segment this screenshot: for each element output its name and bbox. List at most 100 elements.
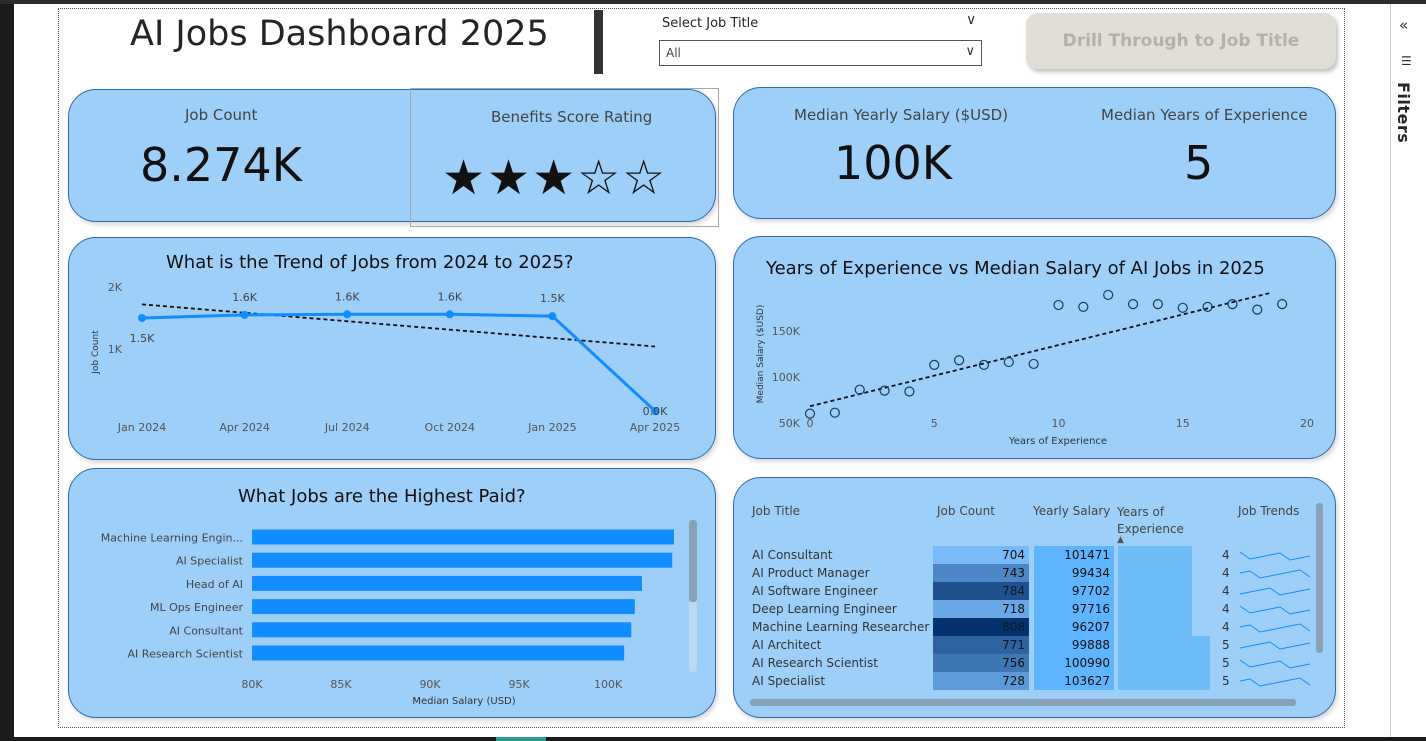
table-horizontal-scrollbar[interactable] — [750, 699, 1296, 706]
double-chevron-left-icon[interactable]: « — [1399, 16, 1409, 34]
x-tick-label: Apr 2025 — [630, 421, 681, 434]
cell-years-experience: 4 — [1222, 584, 1230, 598]
x-tick-label: Apr 2024 — [219, 421, 270, 434]
cell-job-count: 704 — [1002, 548, 1025, 562]
cell-job-count: 771 — [1002, 638, 1025, 652]
column-header-job-title[interactable]: Job Title — [752, 504, 801, 518]
table-row[interactable]: AI Product Manager 743 99434 4 — [752, 564, 1318, 582]
trend-chart-card — [68, 237, 716, 460]
highest-paid-bar-chart[interactable]: Machine Learning Engin... AI Specialist He… — [68, 468, 716, 718]
table-row[interactable]: AI Consultant 704 101471 4 — [752, 546, 1318, 564]
cell-yearly-salary: 96207 — [1071, 620, 1110, 634]
cell-years-bar — [1118, 636, 1210, 654]
chevron-down-icon[interactable]: ∨ — [966, 12, 977, 28]
trend-line-dashed — [141, 303, 656, 348]
table-row[interactable]: AI Research Scientist 756 100990 5 — [752, 654, 1318, 672]
job-title-dropdown[interactable]: All ∨ — [659, 40, 982, 66]
table-row[interactable]: AI Specialist 728 103627 5 — [752, 672, 1318, 690]
cell-years-experience: 5 — [1222, 638, 1230, 652]
data-label: 0.0K — [643, 405, 668, 418]
scatter-point — [829, 407, 840, 418]
cell-job-count: 718 — [1002, 602, 1025, 616]
cell-job-count-bg — [933, 672, 1029, 690]
scatter-point — [1078, 301, 1089, 312]
scatter-point — [1103, 289, 1114, 301]
trend-line-chart[interactable]: 1K 2K Job Count Jan 2024 Apr 2024 Jul 2024 Oct… — [68, 237, 716, 460]
x-tick-label: Jul 2024 — [324, 421, 370, 434]
scatter-point — [1028, 358, 1039, 370]
scatter-point — [1252, 304, 1263, 315]
sort-ascending-icon[interactable]: ▲ — [1117, 535, 1124, 545]
column-header-job-count[interactable]: Job Count — [937, 504, 995, 518]
scatter-point — [1053, 299, 1064, 311]
table-row[interactable]: AI Software Engineer 784 97702 4 — [752, 582, 1318, 600]
table-vertical-scrollbar[interactable] — [1316, 503, 1323, 653]
table-row[interactable]: Machine Learning Researcher 808 96207 4 — [752, 618, 1318, 636]
cell-years-experience: 4 — [1222, 602, 1230, 616]
y-tick-label: 100K — [772, 371, 801, 384]
bar-category-label: AI Consultant — [169, 624, 243, 637]
cell-job-count-bg — [933, 654, 1029, 672]
data-label: 1.5K — [540, 292, 565, 305]
salary-label: Median Yearly Salary ($USD) — [794, 106, 1009, 124]
data-point — [240, 310, 249, 319]
x-tick-label: 85K — [330, 678, 352, 691]
scatter-point — [1152, 299, 1163, 310]
y-tick-label: 2K — [108, 281, 123, 294]
column-header-years-experience[interactable]: Years of Experience — [1117, 505, 1184, 536]
column-header-job-trends[interactable]: Job Trends — [1238, 504, 1300, 518]
experience-value: 5 — [1184, 136, 1214, 190]
data-label: 1.6K — [437, 290, 462, 303]
experience-label: Median Years of Experience — [1101, 106, 1308, 124]
cell-job-title: AI Product Manager — [752, 566, 870, 580]
cell-job-title: AI Consultant — [752, 548, 833, 562]
filters-pane[interactable]: « ☰ Filters — [1390, 4, 1426, 737]
bar-category-label: AI Specialist — [176, 555, 244, 568]
cell-job-count-bg — [933, 600, 1029, 618]
filter-icon: ☰ — [1401, 54, 1412, 68]
data-point — [138, 314, 146, 322]
cell-job-title: Machine Learning Researcher — [752, 620, 930, 634]
table-row[interactable]: Deep Learning Engineer 718 97716 4 — [752, 600, 1318, 618]
data-label: 1.5K — [130, 332, 155, 345]
bar — [252, 552, 673, 568]
scatter-point — [904, 386, 915, 397]
cell-job-count-bg — [933, 564, 1029, 582]
data-point — [548, 312, 557, 321]
cell-job-count: 808 — [1002, 620, 1025, 634]
bar-category-label: Head of AI — [186, 578, 243, 591]
bar — [252, 599, 635, 615]
scatter-point — [1177, 302, 1188, 313]
cell-salary-bg — [1034, 672, 1114, 690]
page-tab-indicator[interactable] — [496, 737, 546, 741]
scatter-chart-card — [733, 236, 1336, 459]
window-top-bar — [0, 0, 1426, 4]
bar-chart-scrollbar[interactable] — [689, 520, 697, 602]
x-tick-label: 15 — [1176, 417, 1190, 430]
sparkline-icon — [1239, 659, 1311, 669]
drill-through-button[interactable]: Drill Through to Job Title — [1026, 13, 1336, 69]
sparkline-icon — [1239, 677, 1311, 687]
x-tick-label: 20 — [1300, 417, 1314, 430]
cell-salary-bg — [1034, 582, 1114, 600]
scatter-chart[interactable]: 50K 100K 150K 0 5 10 15 20 Years of Experience Me… — [733, 236, 1336, 459]
data-point — [445, 310, 454, 319]
table-row[interactable]: AI Architect 771 99888 5 — [752, 636, 1318, 654]
bar — [252, 622, 632, 638]
cell-yearly-salary: 101471 — [1064, 548, 1110, 562]
filters-label[interactable]: Filters — [1394, 82, 1413, 144]
y-axis-label: Median Salary ($USD) — [756, 305, 766, 404]
benefits-visual-frame[interactable] — [410, 88, 719, 227]
cell-job-count-bg — [933, 546, 1029, 564]
chevron-down-icon[interactable]: ∨ — [965, 44, 975, 59]
page-title: AI Jobs Dashboard 2025 — [130, 14, 549, 54]
cell-yearly-salary: 97702 — [1071, 584, 1110, 598]
column-header-yearly-salary[interactable]: Yearly Salary — [1033, 504, 1111, 518]
bar-category-label: ML Ops Engineer — [150, 601, 243, 614]
cell-years-experience: 4 — [1222, 548, 1230, 562]
cell-yearly-salary: 99434 — [1071, 566, 1110, 580]
scatter-point — [854, 384, 865, 395]
cell-yearly-salary: 100990 — [1064, 656, 1110, 670]
window-bottom-bar — [0, 737, 1426, 741]
scatter-point — [804, 408, 816, 419]
